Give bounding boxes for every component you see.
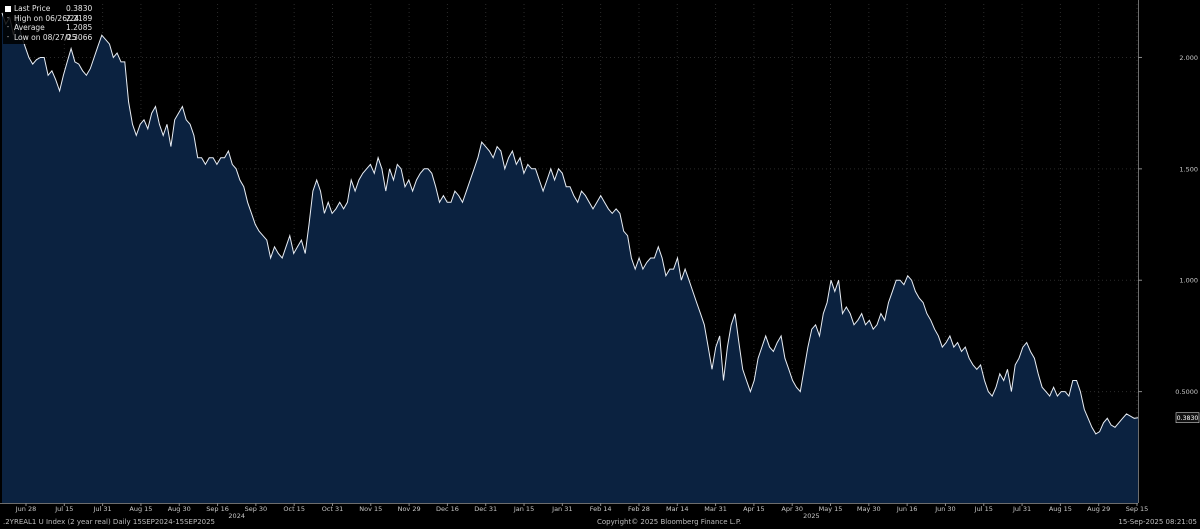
x-tick-label: Aug 15 bbox=[1049, 505, 1072, 513]
x-tick-label: Oct 15 bbox=[283, 505, 305, 513]
x-tick-label: Jul 31 bbox=[1012, 505, 1031, 513]
x-tick-label: Mar 14 bbox=[666, 505, 689, 513]
x-tick-label: Jun 30 bbox=[934, 505, 956, 513]
legend-average: - Average 1.2085 bbox=[5, 23, 93, 33]
x-tick-label: Aug 29 bbox=[1087, 505, 1110, 513]
area-fill bbox=[2, 12, 1138, 504]
year-label: 2025 bbox=[803, 512, 820, 520]
x-tick-label: Apr 15 bbox=[743, 505, 765, 513]
x-tick-label: Sep 16 bbox=[206, 505, 229, 513]
x-tick-label: Mar 31 bbox=[704, 505, 727, 513]
legend-high: - High on 06/26/24 2.2189 bbox=[5, 13, 93, 24]
white-square-icon bbox=[5, 5, 11, 12]
last-value-box bbox=[1175, 412, 1200, 423]
x-tick-label: Jan 31 bbox=[551, 505, 572, 513]
x-tick-label: Feb 28 bbox=[628, 505, 650, 513]
x-tick-label: Jul 15 bbox=[54, 505, 73, 513]
legend-last-price: Last Price 0.3830 bbox=[5, 4, 92, 14]
copyright-notice: Copyright© 2025 Bloomberg Finance L.P. bbox=[597, 518, 742, 526]
y-tick-label: 1.500 bbox=[1179, 165, 1198, 173]
legend-label: Average bbox=[14, 23, 45, 32]
x-tick-label: Sep 30 bbox=[245, 505, 268, 513]
y-tick-label: 2.000 bbox=[1179, 54, 1198, 62]
dash-icon: - bbox=[6, 13, 10, 22]
x-tick-label: Sep 15 bbox=[1126, 505, 1149, 513]
x-tick-label: Oct 31 bbox=[322, 505, 344, 513]
legend-value: 2.2189 bbox=[66, 13, 93, 23]
x-tick-label: Jun 28 bbox=[15, 505, 37, 513]
x-tick-label: Aug 30 bbox=[168, 505, 191, 513]
dash-icon: - bbox=[6, 23, 10, 31]
index-description: .2YREAL1 U Index (2 year real) Daily 15S… bbox=[3, 518, 216, 526]
timestamp: 15-Sep-2025 08:21:05 bbox=[1118, 518, 1197, 526]
x-tick-label: Dec 31 bbox=[474, 505, 497, 513]
x-tick-label: May 15 bbox=[819, 505, 843, 513]
x-tick-label: Jul 31 bbox=[93, 505, 112, 513]
dash-icon: - bbox=[6, 32, 10, 41]
chart-legend: Last Price 0.3830 - High on 06/26/24 2.2… bbox=[3, 3, 96, 44]
x-tick-label: Jul 15 bbox=[974, 505, 993, 513]
x-tick-label: Jan 15 bbox=[513, 505, 534, 513]
y-tick-label: 1.000 bbox=[1179, 277, 1198, 285]
x-tick-label: May 30 bbox=[857, 505, 881, 513]
legend-value: 0.3830 bbox=[66, 4, 93, 13]
last-value-label: 0.3830 bbox=[1177, 415, 1199, 422]
x-tick-label: Aug 15 bbox=[129, 505, 152, 513]
legend-low: - Low on 08/27/25 0.3066 bbox=[5, 32, 93, 43]
x-tick-label: Dec 16 bbox=[436, 505, 459, 513]
legend-label: Low on 08/27/25 bbox=[14, 32, 77, 42]
x-tick-label: Feb 14 bbox=[590, 505, 612, 513]
x-tick-label: Jun 16 bbox=[896, 505, 918, 513]
x-tick-label: Apr 30 bbox=[781, 505, 803, 513]
legend-value: 1.2085 bbox=[66, 23, 93, 32]
x-axis: Jun 28 Jul 15 Jul 31 Aug 15 Aug 30 Sep 16 Sep … bbox=[0, 503, 1148, 520]
x-tick-label: Nov 29 bbox=[398, 505, 421, 513]
y-axis: 0.5000 1.000 1.500 2.000 0.3830 bbox=[1138, 0, 1200, 503]
legend-label: Last Price bbox=[14, 4, 51, 13]
x-tick-label: Nov 15 bbox=[359, 505, 382, 513]
legend-label: High on 06/26/24 bbox=[14, 13, 80, 23]
y-tick-label: 0.5000 bbox=[1175, 388, 1198, 396]
year-label: 2024 bbox=[228, 512, 245, 520]
legend-value: 0.3066 bbox=[66, 32, 93, 42]
series-line bbox=[1, 12, 1139, 435]
area-series bbox=[1, 12, 1139, 504]
